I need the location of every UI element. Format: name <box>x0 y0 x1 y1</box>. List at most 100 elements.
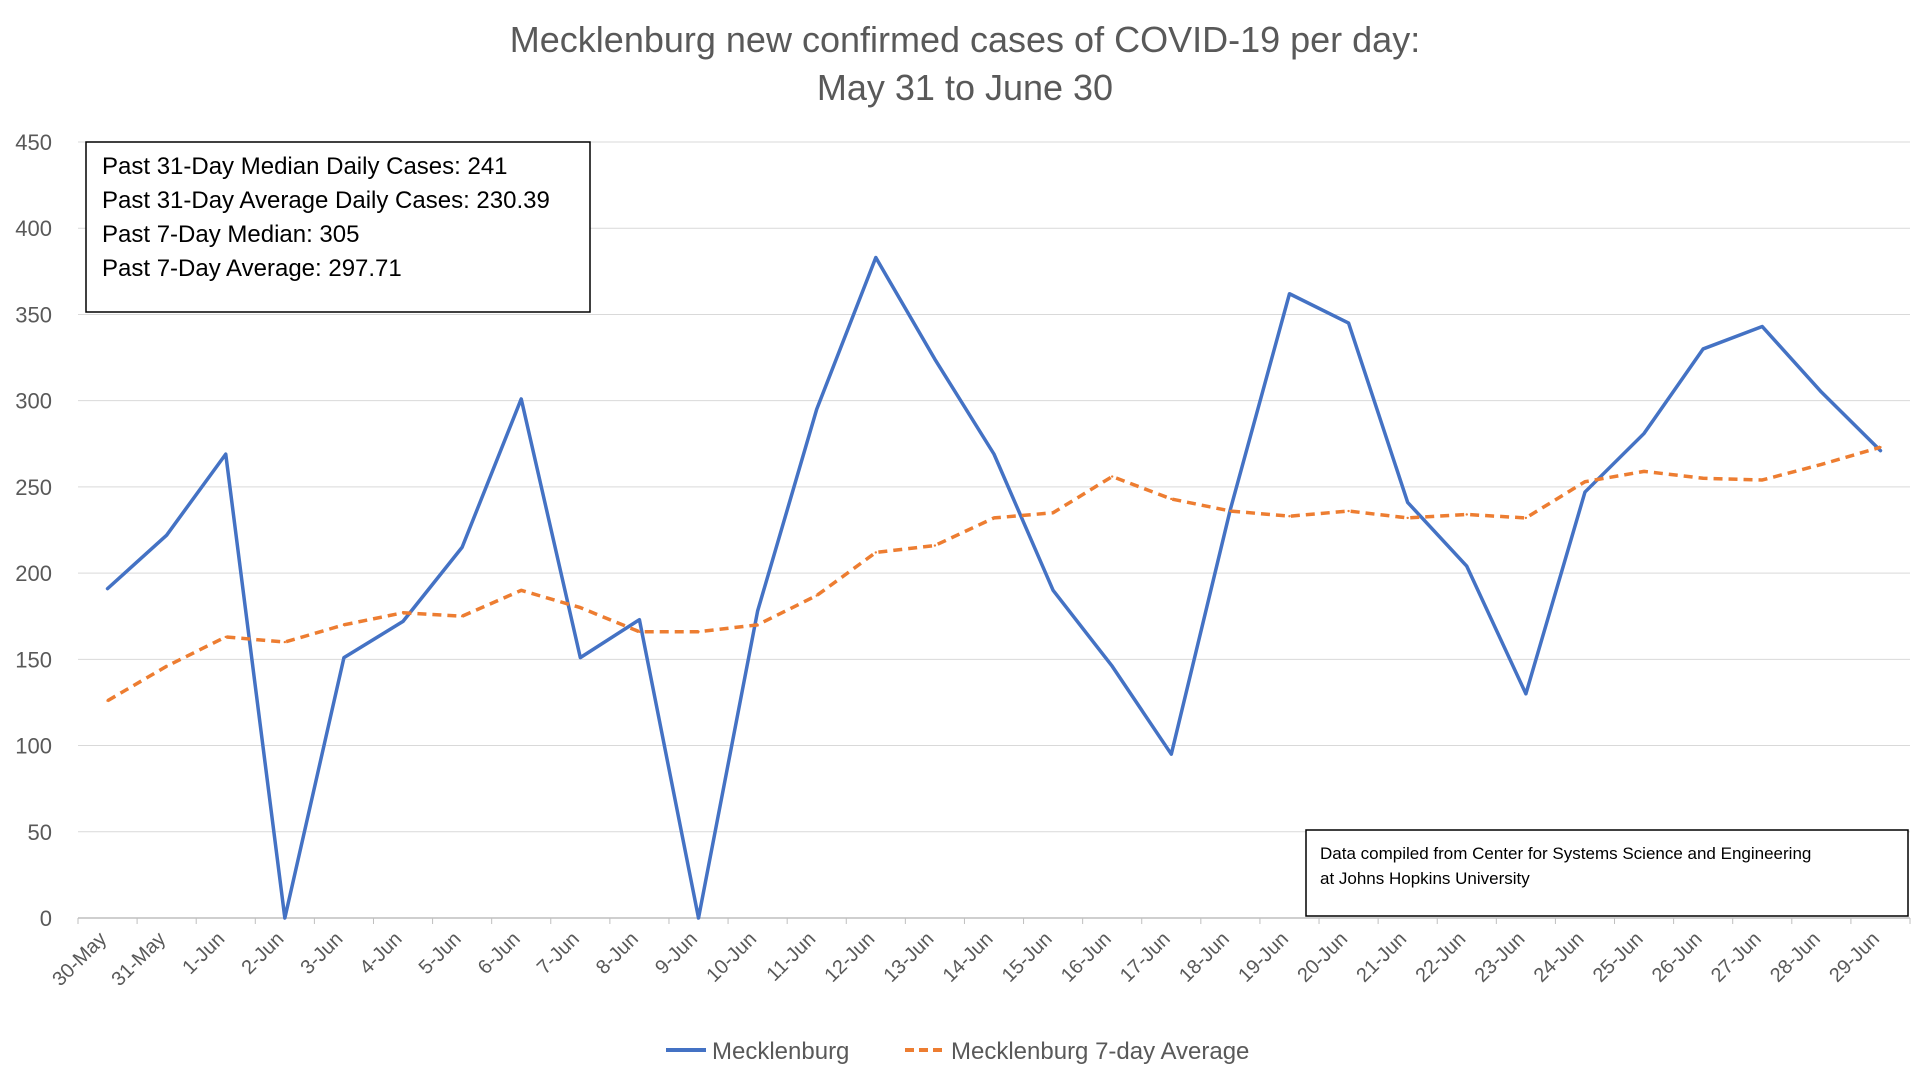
stats-box: Past 31-Day Median Daily Cases: 241 Past… <box>85 141 591 313</box>
data-point <box>460 546 464 549</box>
data-point <box>1701 347 1705 351</box>
y-tick-label: 50 <box>28 820 52 845</box>
data-point <box>933 358 937 361</box>
data-point <box>1170 752 1173 756</box>
stats-line: Past 31-Day Average Daily Cases: 230.39 <box>102 187 550 214</box>
x-tick-label: 16-Jun <box>1057 928 1116 987</box>
series-line <box>105 255 1883 920</box>
y-axis: 0 50 100 150 200 250 300 350 400 450 <box>15 130 52 931</box>
data-point <box>874 256 878 259</box>
x-tick-label: 25-Jun <box>1589 928 1648 987</box>
x-tick-label: 21-Jun <box>1352 928 1411 987</box>
x-tick-label: 17-Jun <box>1116 928 1175 987</box>
legend-label-7day-average: Mecklenburg 7-day Average <box>951 1038 1249 1065</box>
x-tick-label: 6-Jun <box>474 928 525 979</box>
data-point <box>992 452 996 456</box>
data-point <box>520 589 523 592</box>
data-point <box>342 623 346 627</box>
x-tick-label: 11-Jun <box>762 928 820 986</box>
data-point <box>106 699 109 702</box>
x-tick-label: 4-Jun <box>356 928 407 979</box>
data-point <box>165 533 168 537</box>
x-tick-label: 20-Jun <box>1293 928 1352 987</box>
y-tick-label: 300 <box>15 389 52 414</box>
data-point <box>1583 480 1587 483</box>
source-note-line: Data compiled from Center for Systems Sc… <box>1320 844 1811 863</box>
data-point <box>224 452 227 456</box>
x-tick-label: 15-Jun <box>998 928 1057 987</box>
y-tick-label: 250 <box>15 475 52 500</box>
data-point <box>1761 478 1764 482</box>
data-point <box>1465 513 1468 516</box>
x-tick-label: 5-Jun <box>415 928 466 979</box>
x-tick-label: 3-Jun <box>297 928 348 979</box>
chart-title-line2: May 31 to June 30 <box>817 67 1113 108</box>
gridlines <box>78 141 1910 919</box>
data-point <box>1288 292 1291 295</box>
chart-title-line1: Mecklenburg new confirmed cases of COVID… <box>510 19 1420 60</box>
y-tick-label: 0 <box>40 906 52 931</box>
x-tick-label: 9-Jun <box>651 928 702 979</box>
stats-box-border <box>85 141 591 313</box>
legend-label-mecklenburg: Mecklenburg <box>712 1038 849 1065</box>
data-point <box>933 544 937 547</box>
data-point <box>579 656 582 659</box>
x-tick-label: 27-Jun <box>1707 928 1766 987</box>
plot-area <box>105 255 1883 920</box>
stats-line: Past 7-Day Median: 305 <box>102 221 359 248</box>
source-note: Data compiled from Center for Systems Sc… <box>1305 829 1909 917</box>
data-point <box>815 408 818 411</box>
data-point <box>638 630 641 633</box>
y-tick-label: 400 <box>15 216 52 241</box>
series-line <box>106 445 1881 703</box>
source-note-border <box>1305 829 1909 917</box>
data-point <box>520 397 523 401</box>
data-point <box>1229 509 1232 513</box>
x-tick-label: 2-Jun <box>237 928 288 979</box>
data-point <box>1761 325 1764 328</box>
y-tick-label: 100 <box>15 734 52 759</box>
x-tick-label: 13-Jun <box>880 928 939 987</box>
x-tick-label: 12-Jun <box>821 928 880 987</box>
y-tick-label: 150 <box>15 647 52 672</box>
stats-line: Past 7-Day Average: 297.71 <box>102 255 402 282</box>
data-point <box>1288 515 1291 518</box>
data-point <box>1524 692 1528 696</box>
data-point <box>1110 475 1114 478</box>
data-point <box>1406 501 1409 504</box>
y-tick-label: 200 <box>15 561 52 586</box>
series-mecklenburg <box>105 255 1883 920</box>
x-tick-label: 8-Jun <box>592 928 643 979</box>
x-tick-label: 23-Jun <box>1471 928 1530 987</box>
x-tick-label: 26-Jun <box>1648 928 1707 987</box>
data-point <box>1110 665 1114 668</box>
data-point <box>1524 516 1528 520</box>
data-point <box>1051 511 1055 514</box>
data-point <box>1051 589 1055 592</box>
data-point <box>401 611 405 614</box>
series-7day-average <box>106 445 1882 703</box>
x-tick-label: 14-Jun <box>939 928 998 987</box>
data-point <box>1642 432 1646 435</box>
x-tick-label: 19-Jun <box>1234 928 1293 987</box>
data-point <box>756 623 759 627</box>
x-tick-label: 18-Jun <box>1175 928 1234 987</box>
data-point <box>342 656 346 659</box>
data-point <box>579 606 582 609</box>
x-tick-label: 31-May <box>107 928 170 991</box>
data-point <box>1879 449 1882 452</box>
data-point <box>638 618 641 621</box>
data-point <box>165 665 168 668</box>
x-tick-label: 1-Jun <box>178 928 229 979</box>
data-point <box>1229 508 1232 511</box>
x-tick-label: 22-Jun <box>1412 928 1471 987</box>
data-point <box>1347 509 1350 513</box>
data-point <box>283 640 287 644</box>
x-tick-label: 7-Jun <box>533 928 584 979</box>
data-point <box>460 615 464 618</box>
x-tick-label: 10-Jun <box>702 928 761 987</box>
x-tick-label: 30-May <box>48 928 111 991</box>
y-tick-label: 450 <box>15 130 52 155</box>
